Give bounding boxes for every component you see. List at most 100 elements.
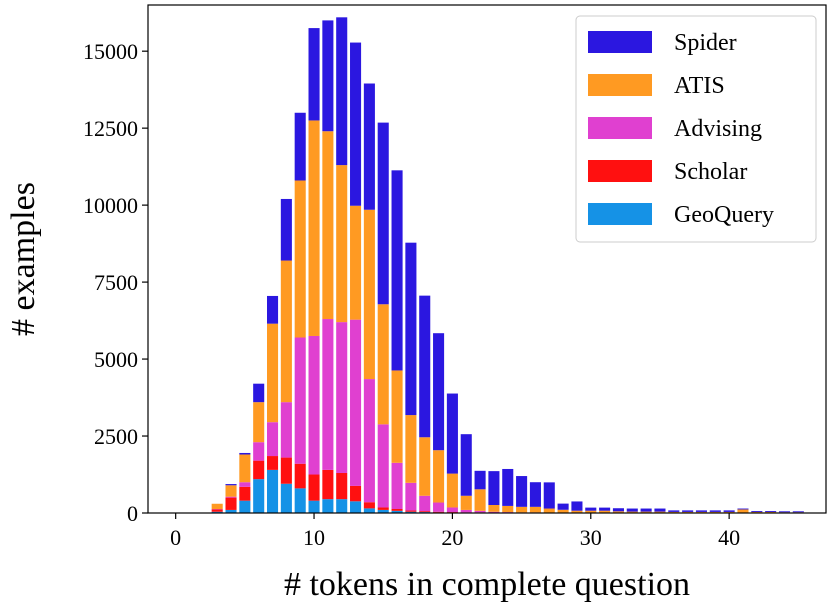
bar-spider-x9 bbox=[294, 112, 306, 181]
bar-advising-x14 bbox=[363, 379, 375, 503]
bar-spider-x5 bbox=[239, 452, 251, 455]
bar-scholar-x8 bbox=[280, 457, 292, 484]
bar-advising-x5 bbox=[239, 482, 251, 487]
bar-scholar-x14 bbox=[363, 502, 375, 509]
x-tick-label: 40 bbox=[718, 525, 740, 550]
bar-spider-x31 bbox=[599, 507, 611, 511]
bar-atis-x20 bbox=[446, 473, 458, 508]
bar-scholar-x6 bbox=[253, 460, 265, 480]
bar-scholar-x15 bbox=[377, 507, 389, 510]
bar-atis-x4 bbox=[225, 485, 237, 497]
bars-group bbox=[211, 17, 804, 513]
bar-spider-x34 bbox=[640, 508, 652, 512]
bar-atis-x33 bbox=[626, 511, 638, 513]
bar-spider-x35 bbox=[654, 508, 666, 512]
bar-geoquery-x13 bbox=[350, 501, 362, 513]
bar-advising-x6 bbox=[253, 442, 265, 461]
bar-atis-x19 bbox=[433, 450, 445, 503]
bar-geoquery-x15 bbox=[377, 509, 389, 513]
bar-atis-x38 bbox=[695, 511, 707, 513]
bar-advising-x19 bbox=[433, 502, 445, 512]
bar-atis-x6 bbox=[253, 402, 265, 443]
bar-geoquery-x11 bbox=[322, 499, 334, 513]
bar-atis-x22 bbox=[474, 489, 486, 511]
bar-geoquery-x6 bbox=[253, 479, 265, 513]
bar-atis-x42 bbox=[751, 511, 763, 513]
legend-swatch-spider bbox=[588, 31, 652, 53]
bar-geoquery-x17 bbox=[405, 511, 417, 513]
x-tick-label: 10 bbox=[303, 525, 325, 550]
bar-atis-x5 bbox=[239, 454, 251, 483]
bar-advising-x17 bbox=[405, 482, 417, 511]
bar-geoquery-x9 bbox=[294, 488, 306, 513]
bar-advising-x23 bbox=[488, 511, 500, 513]
bar-geoquery-x14 bbox=[363, 508, 375, 513]
bar-scholar-x12 bbox=[336, 472, 348, 500]
bar-spider-x37 bbox=[682, 510, 694, 512]
bar-atis-x13 bbox=[350, 205, 362, 320]
bar-spider-x19 bbox=[433, 333, 445, 451]
bar-atis-x31 bbox=[599, 510, 611, 513]
bar-advising-x8 bbox=[280, 402, 292, 458]
bar-spider-x18 bbox=[419, 295, 431, 438]
bar-spider-x4 bbox=[225, 484, 237, 486]
bar-spider-x43 bbox=[765, 511, 777, 512]
x-tick-label: 30 bbox=[580, 525, 602, 550]
bar-scholar-x7 bbox=[267, 456, 279, 470]
bar-scholar-x3 bbox=[211, 509, 223, 512]
bar-atis-x41 bbox=[737, 509, 749, 513]
bar-scholar-x9 bbox=[294, 463, 306, 489]
bar-atis-x9 bbox=[294, 180, 306, 338]
bar-atis-x35 bbox=[654, 511, 666, 513]
bar-spider-x10 bbox=[308, 28, 320, 121]
bar-atis-x12 bbox=[336, 165, 348, 323]
bar-advising-x4 bbox=[225, 496, 237, 498]
bar-spider-x28 bbox=[557, 503, 569, 510]
bar-geoquery-x12 bbox=[336, 499, 348, 513]
bar-spider-x29 bbox=[571, 501, 583, 511]
x-tick-label: 20 bbox=[441, 525, 463, 550]
bar-advising-x10 bbox=[308, 335, 320, 475]
bar-atis-x17 bbox=[405, 415, 417, 483]
bar-advising-x22 bbox=[474, 510, 486, 513]
bar-atis-x40 bbox=[723, 511, 735, 513]
bar-scholar-x16 bbox=[391, 509, 403, 511]
y-tick-label: 0 bbox=[127, 501, 138, 526]
bar-spider-x21 bbox=[460, 434, 472, 496]
bar-atis-x32 bbox=[612, 511, 624, 513]
bar-advising-x21 bbox=[460, 509, 472, 513]
bar-geoquery-x4 bbox=[225, 509, 237, 513]
y-tick-label: 7500 bbox=[94, 270, 138, 295]
legend-swatch-atis bbox=[588, 74, 652, 96]
bar-spider-x14 bbox=[363, 83, 375, 210]
bar-atis-x24 bbox=[502, 505, 514, 513]
bar-scholar-x4 bbox=[225, 497, 237, 510]
bar-spider-x24 bbox=[502, 468, 514, 506]
legend-box bbox=[575, 15, 817, 243]
bar-scholar-x13 bbox=[350, 485, 362, 502]
bar-atis-x8 bbox=[280, 260, 292, 403]
bar-advising-x9 bbox=[294, 337, 306, 464]
y-tick-label: 5000 bbox=[94, 347, 138, 372]
bar-atis-x18 bbox=[419, 437, 431, 496]
legend: Spider ATIS Advising Scholar GeoQuery bbox=[575, 15, 817, 243]
legend-label-advising: Advising bbox=[674, 116, 762, 142]
bar-atis-x37 bbox=[682, 511, 694, 513]
bar-spider-x6 bbox=[253, 383, 265, 403]
bar-atis-x15 bbox=[377, 304, 389, 425]
bar-scholar-x5 bbox=[239, 486, 251, 501]
y-tick-label: 15000 bbox=[83, 39, 138, 64]
bar-geoquery-x16 bbox=[391, 510, 403, 513]
bar-advising-x24 bbox=[502, 512, 514, 513]
bar-geoquery-x7 bbox=[267, 469, 279, 513]
bar-atis-x7 bbox=[267, 323, 279, 423]
bar-atis-x25 bbox=[516, 506, 528, 513]
bar-advising-x16 bbox=[391, 462, 403, 509]
bar-spider-x36 bbox=[668, 510, 680, 512]
bar-advising-x15 bbox=[377, 424, 389, 508]
bar-atis-x27 bbox=[543, 508, 555, 513]
bar-spider-x41 bbox=[737, 508, 749, 510]
bar-scholar-x11 bbox=[322, 469, 334, 500]
bar-spider-x20 bbox=[446, 393, 458, 474]
bar-spider-x15 bbox=[377, 122, 389, 305]
